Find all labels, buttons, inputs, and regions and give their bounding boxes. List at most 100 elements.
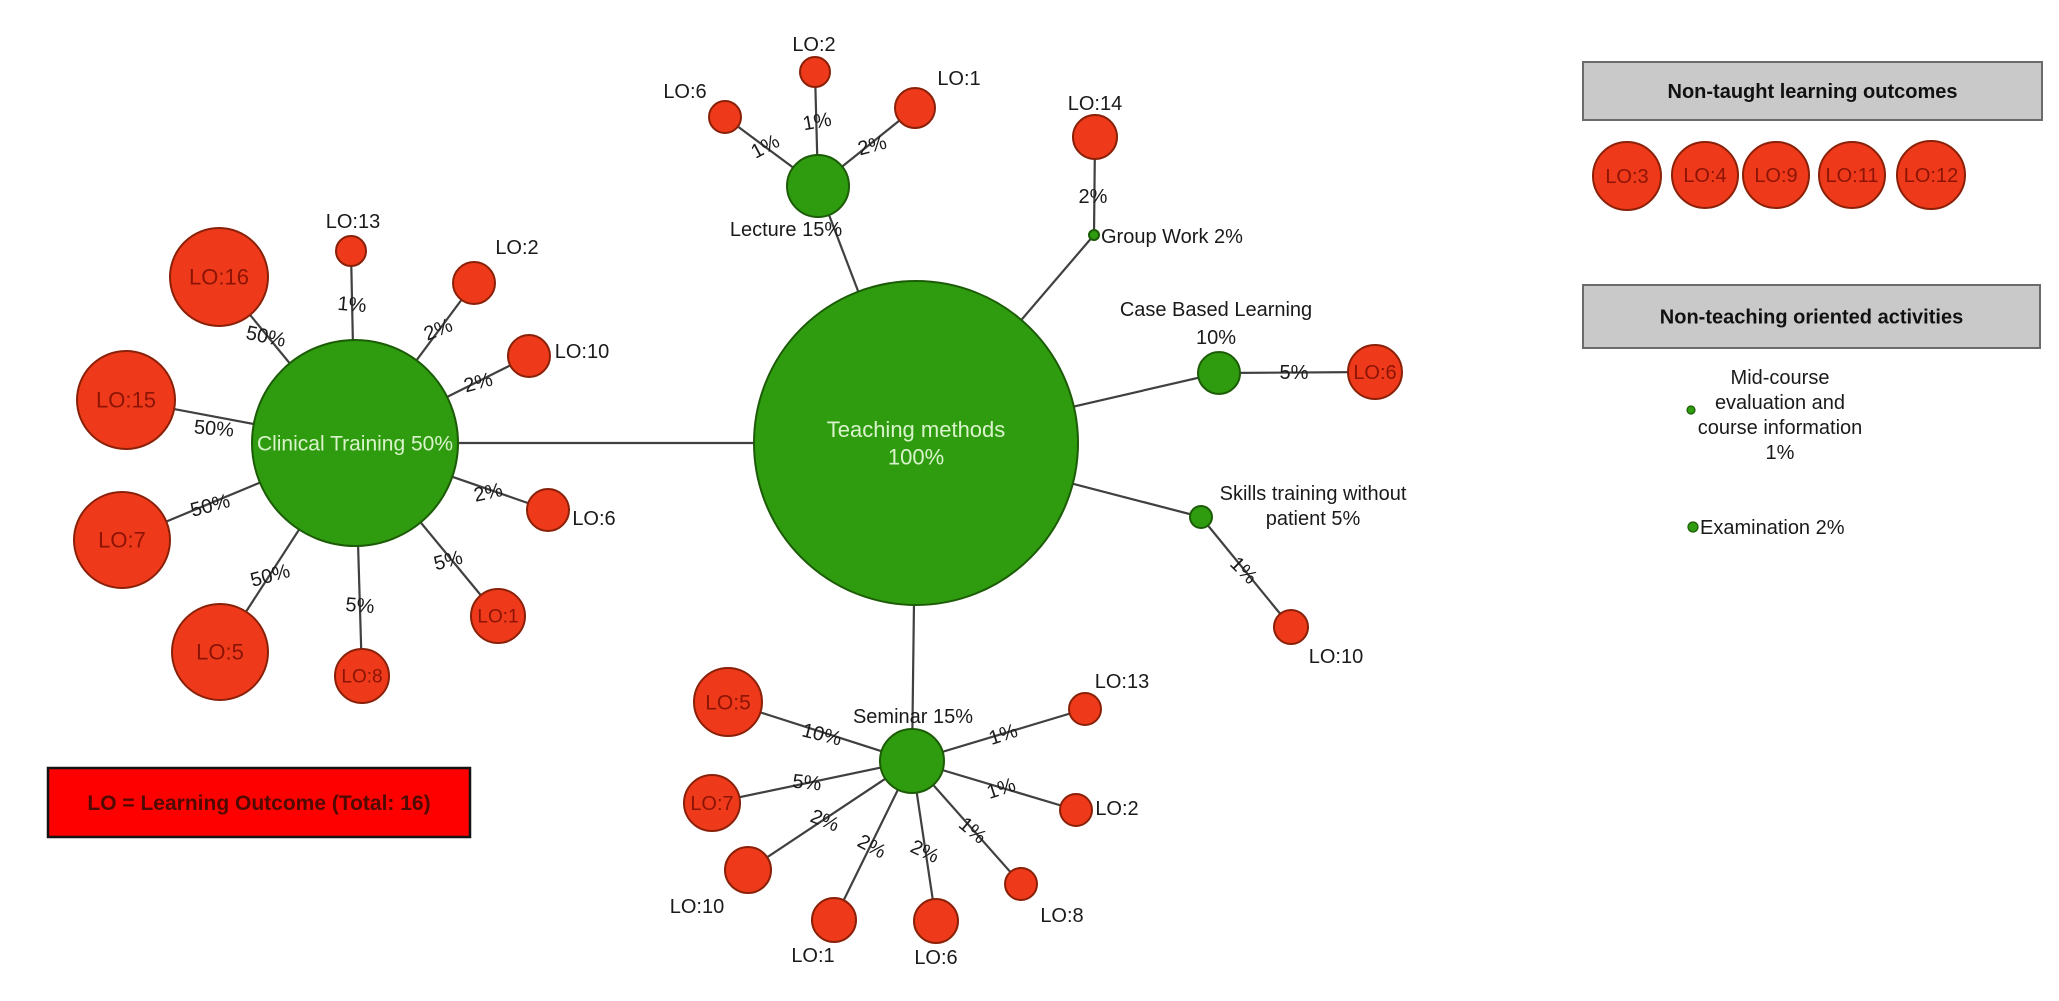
node-nt-lo9-label: LO:9 xyxy=(1754,165,1797,187)
node-lecture-label: Lecture 15% xyxy=(730,219,843,241)
node-seminar-circle xyxy=(879,728,945,794)
edge-skills-ski-lo10 xyxy=(1200,516,1292,628)
edge-label-seminar-sem-lo7: 5% xyxy=(791,771,822,796)
node-exam-dot-circle xyxy=(1687,521,1699,533)
node-groupwork-circle xyxy=(1088,229,1100,241)
node-lec-lo2-circle xyxy=(799,56,831,88)
edge-label-lecture-lec-lo6: 1% xyxy=(748,130,784,163)
node-cli-lo16-label: LO:16 xyxy=(189,265,249,290)
node-seminar-label: Seminar 15% xyxy=(853,706,973,728)
node-teaching-label: Teaching methods xyxy=(827,417,1006,442)
node-cli-lo1-circle xyxy=(470,588,526,644)
edge-label-clinical-cli-lo6: 2% xyxy=(472,479,505,507)
node-sem-lo8-circle xyxy=(1004,867,1038,901)
edge-seminar-sem-lo7 xyxy=(711,759,913,805)
node-sem-lo13-label: LO:13 xyxy=(1095,671,1149,693)
node-teaching-label: 100% xyxy=(888,444,944,469)
node-cli-lo13-circle xyxy=(335,235,367,267)
node-lo14-circle xyxy=(1072,114,1118,160)
edge-label-clinical-cli-lo13: 1% xyxy=(337,293,368,317)
node-cli-lo2-label: LO:2 xyxy=(495,237,538,259)
node-clinical-circle xyxy=(251,339,459,547)
node-cli-lo5-label: LO:5 xyxy=(196,640,244,665)
node-nt-lo12-circle xyxy=(1896,140,1966,210)
node-nt-lo3-label: LO:3 xyxy=(1605,166,1648,188)
edge-label-groupwork-lo14: 2% xyxy=(1079,186,1108,208)
node-lec-lo6-circle xyxy=(708,100,742,134)
node-sem-lo10-circle xyxy=(724,846,772,894)
edge-label-clinical-cli-lo16: 50% xyxy=(244,322,288,352)
node-ski-lo10-label: LO:10 xyxy=(1309,646,1363,668)
edge-label-clinical-cli-lo2: 2% xyxy=(421,314,456,345)
edge-label-cbl-cbl-lo6: 5% xyxy=(1280,362,1309,384)
edge-label-clinical-cli-lo10: 2% xyxy=(461,369,495,398)
node-nt-lo11-label: LO:11 xyxy=(1826,165,1879,187)
node-lec-lo1-label: LO:1 xyxy=(937,68,980,90)
node-sem-lo13-circle xyxy=(1068,692,1102,726)
node-sem-lo6-circle xyxy=(913,898,959,944)
node-cli-lo10-label: LO:10 xyxy=(555,341,609,363)
node-nt-lo4-label: LO:4 xyxy=(1683,165,1726,187)
node-sem-lo8-label: LO:8 xyxy=(1040,905,1083,927)
node-cli-lo1-label: LO:1 xyxy=(477,607,518,628)
node-cli-lo15-label: LO:15 xyxy=(96,388,156,413)
midcourse-note-line: 1% xyxy=(1766,442,1795,464)
examination-note-line: Examination 2% xyxy=(1700,517,1845,539)
node-sem-lo5-circle xyxy=(693,667,763,737)
node-skills-label: Skills training without xyxy=(1220,483,1407,505)
node-sem-lo5-label: LO:5 xyxy=(705,691,751,714)
node-midcourse-dot-circle xyxy=(1686,405,1696,415)
node-nt-lo12-label: LO:12 xyxy=(1904,165,1958,187)
labels-layer: 1%1%2%2%5%1%10%5%2%2% 2%1%1%1%50%1%2%2%50… xyxy=(96,34,1958,969)
node-cli-lo7-label: LO:7 xyxy=(98,528,146,553)
node-cli-lo6-circle xyxy=(526,488,570,532)
node-cli-lo16-circle xyxy=(169,227,269,327)
non-teaching-header-title: Non-teaching oriented activities xyxy=(1660,307,1963,329)
nodes-layer xyxy=(73,56,1966,944)
node-cbl-label: Case Based Learning xyxy=(1120,299,1312,321)
node-lec-lo1-circle xyxy=(894,87,936,129)
edge-label-clinical-cli-lo8: 5% xyxy=(345,594,376,618)
midcourse-note-line: Mid-course xyxy=(1731,367,1830,389)
node-lec-lo6-label: LO:6 xyxy=(663,81,706,103)
node-ski-lo10-circle xyxy=(1273,609,1309,645)
node-sem-lo2-circle xyxy=(1059,793,1093,827)
edge-label-seminar-sem-lo5: 10% xyxy=(800,719,844,750)
legend-label: LO = Learning Outcome (Total: 16) xyxy=(87,792,430,815)
node-lo14-label: LO:14 xyxy=(1068,93,1122,115)
panels-layer: Non-taught learning outcomes Non-teaching… xyxy=(46,61,2043,839)
edge-label-seminar-sem-lo1: 2% xyxy=(854,830,890,863)
node-cli-lo5-circle xyxy=(171,603,269,701)
node-cli-lo13-label: LO:13 xyxy=(326,211,380,233)
node-nt-lo3-circle xyxy=(1592,141,1662,211)
non-taught-header-box xyxy=(1582,61,2043,121)
node-cbl-lo6-circle xyxy=(1347,344,1403,400)
node-cbl-circle xyxy=(1197,351,1241,395)
node-cli-lo15-circle xyxy=(76,350,176,450)
node-cbl-label: 10% xyxy=(1196,327,1236,349)
node-cbl-lo6-label: LO:6 xyxy=(1353,362,1396,384)
node-nt-lo4-circle xyxy=(1671,141,1739,209)
node-sem-lo7-circle xyxy=(683,774,741,832)
node-cli-lo7-circle xyxy=(73,491,171,589)
legend-box xyxy=(46,766,472,839)
node-sem-lo1-label: LO:1 xyxy=(791,945,834,967)
node-lec-lo2-label: LO:2 xyxy=(792,34,835,56)
edge-label-seminar-sem-lo13: 1% xyxy=(986,720,1020,750)
edge-label-clinical-cli-lo15: 50% xyxy=(193,416,235,441)
node-sem-lo10-label: LO:10 xyxy=(670,896,724,918)
node-skills-label: patient 5% xyxy=(1266,508,1361,530)
edge-label-clinical-cli-lo5: 50% xyxy=(248,560,293,592)
node-sem-lo2-label: LO:2 xyxy=(1095,798,1138,820)
node-nt-lo11-circle xyxy=(1818,141,1886,209)
node-nt-lo9-circle xyxy=(1742,141,1810,209)
node-skills-circle xyxy=(1189,505,1213,529)
node-sem-lo7-label: LO:7 xyxy=(690,793,733,815)
node-sem-lo6-label: LO:6 xyxy=(914,947,957,969)
edge-label-seminar-sem-lo6: 2% xyxy=(907,836,943,868)
node-cli-lo8-label: LO:8 xyxy=(341,667,382,688)
node-cli-lo2-circle xyxy=(452,261,496,305)
midcourse-note-line: evaluation and xyxy=(1715,392,1845,414)
node-cli-lo6-label: LO:6 xyxy=(572,508,615,530)
